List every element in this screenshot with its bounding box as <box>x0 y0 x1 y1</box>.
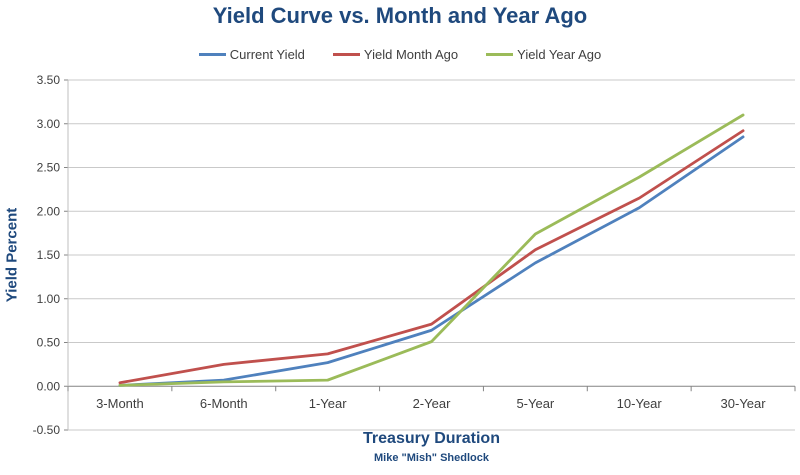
series-line-current-yield <box>118 135 745 387</box>
series-line-yield-year-ago <box>118 113 745 387</box>
y-tick-label-0.00: 0.00 <box>37 379 61 393</box>
series-line-yield-month-ago <box>118 129 745 385</box>
x-axis-title: Treasury Duration <box>363 430 500 447</box>
x-tick-label-3-month: 3-Month <box>96 396 144 411</box>
legend-swatch-current-yield <box>198 53 226 56</box>
legend-label-current-yield: Current Yield <box>229 47 305 62</box>
y-tick-label-0.50: 0.50 <box>37 336 61 350</box>
legend-item-yield-year-ago: Yield Year Ago <box>486 47 601 62</box>
y-tick-label--0.50: -0.50 <box>33 423 61 437</box>
y-tick-label-2.50: 2.50 <box>37 161 61 175</box>
attribution: Mike "Mish" Shedlock <box>374 452 489 464</box>
legend-item-current-yield: Current Yield <box>198 47 305 62</box>
y-tick-label-2.00: 2.00 <box>37 204 61 218</box>
x-tick-label-10-year: 10-Year <box>617 396 663 411</box>
legend-label-yield-year-ago: Yield Year Ago <box>517 47 602 62</box>
y-tick-label-1.00: 1.00 <box>37 292 61 306</box>
legend-swatch-yield-year-ago <box>486 53 514 56</box>
x-tick-label-1-year: 1-Year <box>309 396 347 411</box>
x-tick-label-6-month: 6-Month <box>200 396 248 411</box>
legend-item-yield-month-ago: Yield Month Ago <box>332 47 459 62</box>
legend-label-yield-month-ago: Yield Month Ago <box>363 47 459 62</box>
chart-legend: Current Yield Yield Month Ago Yield Year A… <box>0 47 800 62</box>
x-tick-label-30-year: 30-Year <box>721 396 767 411</box>
y-tick-label-1.50: 1.50 <box>37 248 61 262</box>
legend-swatch-yield-month-ago <box>332 53 360 56</box>
y-axis-title: Yield Percent <box>3 207 21 303</box>
chart-title: Yield Curve vs. Month and Year Ago <box>212 3 588 28</box>
x-tick-label-5-year: 5-Year <box>516 396 554 411</box>
x-tick-label-2-year: 2-Year <box>413 396 451 411</box>
y-tick-label-3.50: 3.50 <box>37 73 61 87</box>
y-tick-label-3.00: 3.00 <box>37 117 61 131</box>
